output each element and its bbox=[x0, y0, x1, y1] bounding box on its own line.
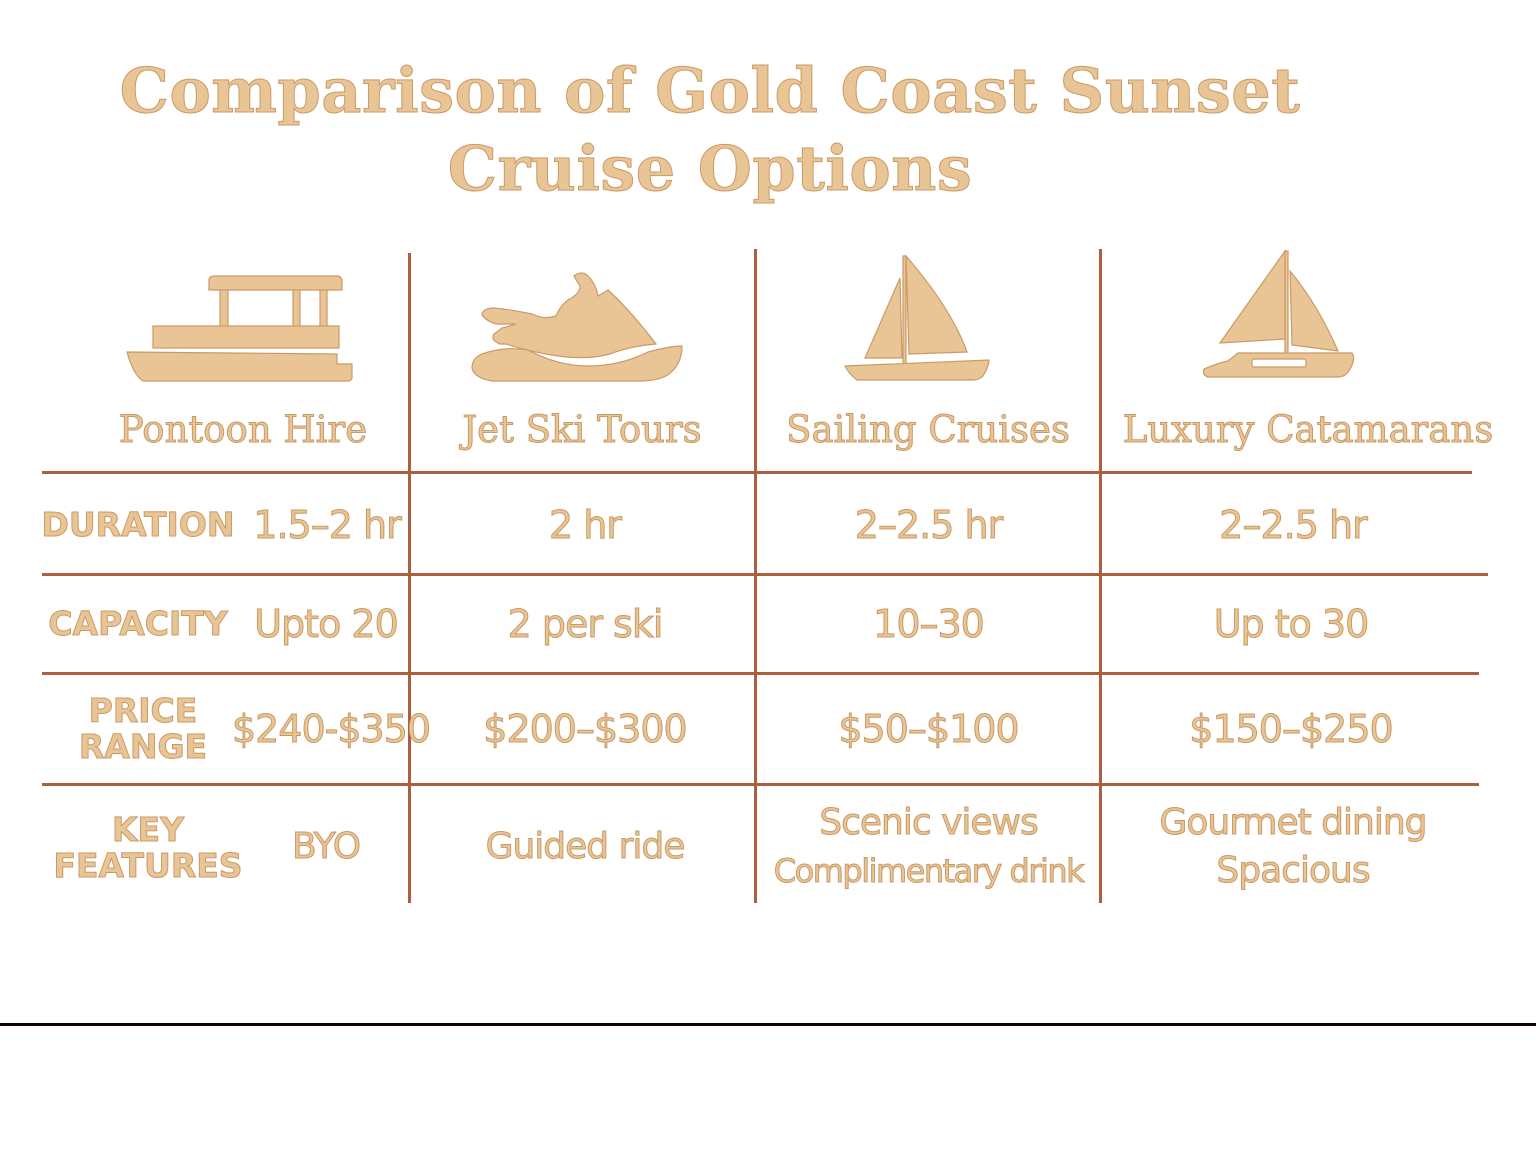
column-header-jet-ski-tours: Jet Ski Tours bbox=[462, 408, 702, 452]
cell-capacity-sailing: 10–30 bbox=[873, 602, 986, 647]
cell-features-catamaran: Gourmet dining Spacious bbox=[1103, 798, 1483, 896]
column-divider-2 bbox=[754, 249, 757, 903]
column-header-sailing-cruises: Sailing Cruises bbox=[786, 408, 1071, 452]
row-label-features-line-2: FEATURES bbox=[53, 846, 243, 885]
feature-item: Spacious bbox=[1216, 850, 1371, 892]
cell-price-jetski: $200–$300 bbox=[483, 707, 688, 752]
cell-capacity-jetski: 2 per ski bbox=[507, 602, 664, 647]
title-line-1: Comparison of Gold Coast Sunset bbox=[119, 54, 1301, 128]
cell-features-jetski: Guided ride bbox=[412, 800, 758, 894]
catamaran-icon bbox=[1202, 249, 1355, 378]
row-label-price-line-1: PRICE bbox=[88, 691, 198, 730]
cell-features-pontoon: BYO bbox=[256, 800, 396, 894]
column-header-pontoon-hire: Pontoon Hire bbox=[118, 408, 368, 452]
jet-ski-icon bbox=[471, 272, 683, 382]
cell-features-sailing: Scenic views Complimentary drink bbox=[758, 798, 1099, 896]
feature-item: Guided ride bbox=[485, 826, 686, 868]
column-header-luxury-catamarans: Luxury Catamarans bbox=[1122, 408, 1494, 452]
row-divider-capacity bbox=[42, 672, 1479, 675]
row-label-features-line-1: KEY bbox=[111, 810, 184, 849]
cell-price-catamaran: $150–$250 bbox=[1189, 707, 1394, 752]
cell-capacity-catamaran: Up to 30 bbox=[1213, 602, 1370, 647]
row-divider-price bbox=[42, 783, 1479, 786]
row-label-capacity: CAPACITY bbox=[48, 604, 228, 643]
cell-capacity-pontoon: Upto 20 bbox=[254, 602, 400, 647]
cell-price-sailing: $50–$100 bbox=[838, 707, 1020, 752]
row-label-duration: DURATION bbox=[41, 504, 235, 544]
title-line-2: Cruise Options bbox=[447, 132, 973, 206]
cell-price-pontoon: $240-$350 bbox=[231, 707, 431, 752]
page-title: Comparison of Gold Coast Sunset Cruise O… bbox=[0, 52, 1420, 208]
row-label-key-features: KEY FEATURES bbox=[46, 808, 250, 888]
feature-item: Complimentary drink bbox=[773, 852, 1085, 891]
column-divider-1 bbox=[408, 253, 411, 903]
cell-duration-pontoon: 1.5–2 hr bbox=[253, 502, 402, 547]
row-divider-header bbox=[42, 471, 1472, 474]
row-divider-duration bbox=[42, 573, 1488, 576]
feature-item: Scenic views bbox=[819, 802, 1040, 844]
cell-duration-catamaran: 2–2.5 hr bbox=[1219, 502, 1368, 547]
column-divider-3 bbox=[1099, 249, 1102, 903]
sailboat-icon bbox=[844, 254, 990, 381]
row-label-price-line-2: RANGE bbox=[78, 727, 208, 766]
bottom-rule bbox=[0, 1023, 1536, 1026]
feature-item: Gourmet dining bbox=[1159, 802, 1428, 844]
cell-duration-jetski: 2 hr bbox=[549, 502, 623, 547]
feature-item: BYO bbox=[291, 826, 361, 868]
cell-duration-sailing: 2–2.5 hr bbox=[854, 502, 1003, 547]
row-label-price-range: PRICE RANGE bbox=[60, 675, 226, 783]
pontoon-boat-icon bbox=[126, 275, 353, 382]
